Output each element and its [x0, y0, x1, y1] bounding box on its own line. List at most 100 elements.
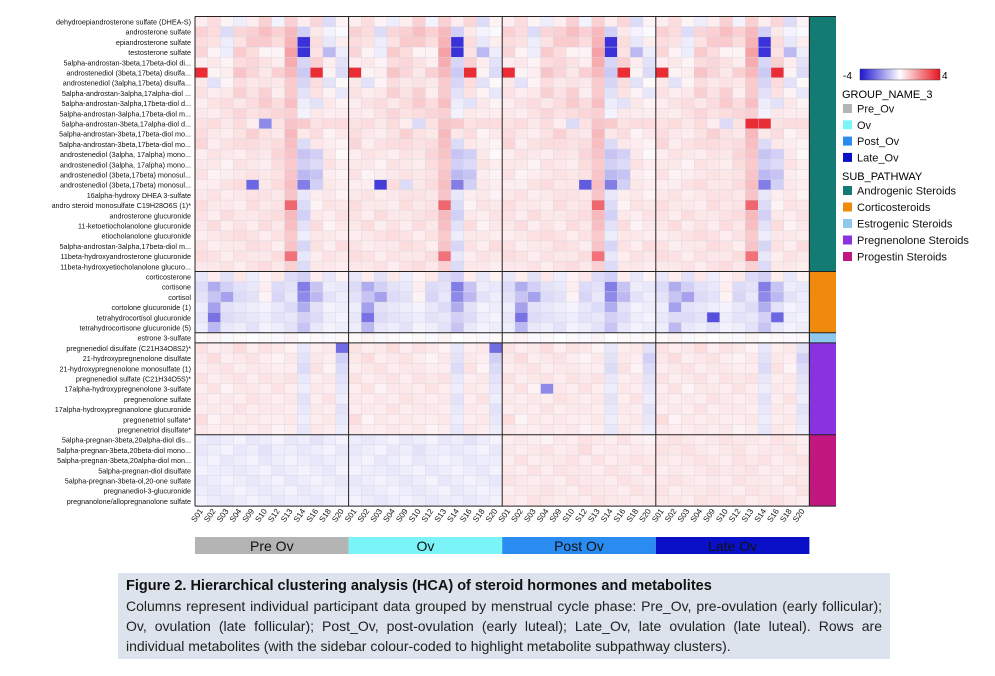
heatmap-cell	[668, 138, 682, 150]
heatmap-cell	[374, 97, 388, 109]
heatmap-cell	[514, 169, 528, 180]
heatmap-cell	[194, 108, 208, 119]
heatmap-cell	[502, 128, 516, 140]
heatmap-cell	[425, 322, 439, 333]
column-label: S04	[228, 507, 244, 524]
heatmap-cell	[361, 230, 375, 242]
heatmap-cell	[540, 77, 554, 89]
heatmap-cell	[514, 342, 528, 354]
heatmap-cell	[463, 87, 477, 99]
heatmap-cell	[617, 271, 631, 282]
heatmap-cell	[476, 271, 490, 282]
column-label: S18	[778, 507, 794, 524]
heatmap-cell	[246, 210, 260, 221]
heatmap-cell	[719, 26, 733, 38]
heatmap-cell	[310, 179, 324, 191]
cluster-dividers	[194, 16, 836, 507]
heatmap-cell	[617, 128, 631, 140]
heatmap-cell	[348, 342, 362, 354]
heatmap-cell	[796, 179, 810, 191]
heatmap-cell	[694, 271, 708, 282]
heatmap-cell	[284, 148, 298, 160]
heatmap-cell	[681, 97, 695, 109]
heatmap-cell	[258, 57, 272, 68]
heatmap-cell	[604, 373, 618, 384]
heatmap-cell	[322, 261, 336, 272]
heatmap-cell	[642, 199, 656, 211]
heatmap-cell	[297, 373, 311, 384]
heatmap-cell	[386, 46, 400, 58]
heatmap-cell	[502, 148, 516, 160]
heatmap-cell	[719, 199, 733, 211]
heatmap-cell	[694, 363, 708, 374]
heatmap-cell	[719, 281, 733, 293]
heatmap-cell	[386, 148, 400, 160]
heatmap-cell	[322, 454, 336, 466]
heatmap-cell	[412, 485, 426, 497]
heatmap-cell	[694, 312, 708, 323]
heatmap-cell	[706, 179, 720, 191]
heatmap-cell	[374, 261, 388, 272]
heatmap-cell	[694, 465, 708, 476]
heatmap-cell	[796, 220, 810, 231]
heatmap-cell	[604, 434, 618, 446]
heatmap-cell	[604, 454, 618, 466]
heatmap-cell	[732, 26, 746, 38]
heatmap-cell	[770, 250, 784, 262]
heatmap-cell	[770, 97, 784, 109]
heatmap-cell	[783, 475, 797, 486]
heatmap-cell	[220, 108, 234, 119]
heatmap-cell	[566, 322, 580, 333]
column-label: S09	[548, 507, 564, 524]
heatmap-cell	[374, 138, 388, 150]
heatmap-cell	[655, 332, 669, 344]
heatmap-cell	[476, 210, 490, 221]
heatmap-cell	[745, 444, 759, 456]
heatmap-cell	[719, 342, 733, 354]
heatmap-cell	[322, 414, 336, 425]
heatmap-cell	[732, 148, 746, 160]
heatmap-cell	[489, 108, 503, 119]
heatmap-cell	[502, 403, 516, 415]
row-label: corticosterone	[146, 272, 191, 281]
heatmap-cell	[655, 414, 669, 425]
heatmap-cell	[758, 16, 772, 27]
heatmap-cell	[361, 108, 375, 119]
heatmap-cell	[258, 301, 272, 313]
heatmap-cell	[566, 148, 580, 160]
heatmap-cell	[706, 301, 720, 313]
heatmap-cell	[745, 230, 759, 242]
heatmap-cell	[450, 403, 464, 415]
heatmap-cell	[271, 46, 285, 58]
heatmap-cell	[207, 322, 221, 333]
heatmap-cell	[796, 363, 810, 374]
heatmap-cell	[566, 444, 580, 456]
heatmap-cell	[758, 250, 772, 262]
row-labels: dehydroepiandrosterone sulfate (DHEA-S)a…	[52, 17, 192, 505]
column-label: S02	[202, 507, 218, 524]
heatmap-cell	[463, 16, 477, 27]
heatmap-cell	[322, 373, 336, 384]
heatmap-cell	[502, 495, 516, 507]
heatmap-cell	[604, 363, 618, 374]
heatmap-cell	[322, 434, 336, 446]
heatmap-cell	[642, 26, 656, 38]
heatmap-cell	[617, 57, 631, 68]
heatmap-cell	[540, 67, 554, 78]
heatmap-cell	[335, 332, 349, 344]
figure-caption: Figure 2. Hierarchical clustering analys…	[118, 573, 890, 659]
heatmap-cell	[207, 414, 221, 425]
heatmap-cell	[233, 271, 247, 282]
heatmap-cell	[463, 342, 477, 354]
heatmap-cell	[630, 108, 644, 119]
heatmap-cell	[796, 250, 810, 262]
pathway-legend-label: Estrogenic Steroids	[857, 219, 953, 231]
heatmap-cell	[361, 465, 375, 476]
heatmap-cell	[476, 240, 490, 252]
heatmap-cell	[463, 128, 477, 140]
heatmap-cell	[271, 281, 285, 293]
heatmap-cell	[220, 281, 234, 293]
heatmap-cell	[220, 46, 234, 58]
heatmap-cell	[207, 230, 221, 242]
